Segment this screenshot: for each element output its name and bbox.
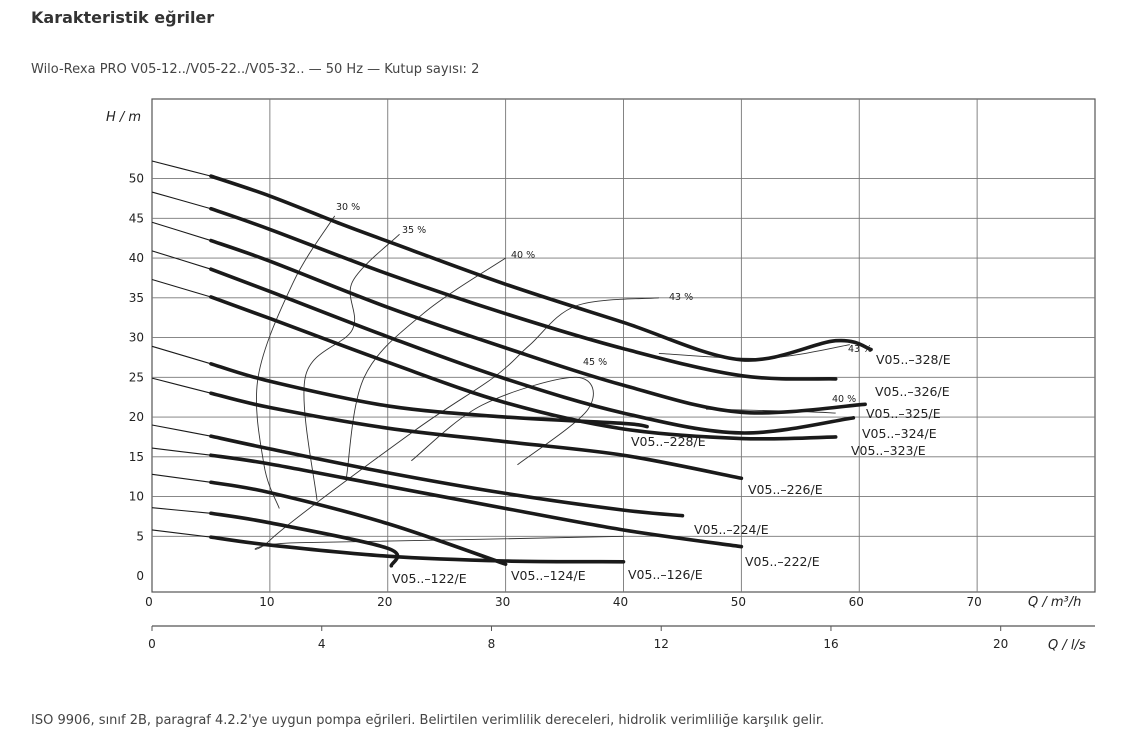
curve-label: V05..–323/E — [851, 443, 926, 458]
efficiency-line — [303, 233, 400, 501]
efficiency-label: 43 % — [848, 344, 872, 355]
y-tick-label: 25 — [129, 370, 144, 384]
page-title: Karakteristik eğriler — [31, 8, 215, 27]
curve-label: V05..–324/E — [862, 426, 937, 441]
efficiency-label: 40 % — [511, 250, 535, 261]
curve-thin-segment — [151, 345, 212, 365]
efficiency-line — [346, 257, 506, 477]
secondary-tick-label: 16 — [823, 637, 838, 651]
secondary-tick-label: 0 — [148, 637, 156, 651]
curve-9 — [209, 453, 744, 549]
curve-label: V05..–226/E — [748, 482, 823, 497]
x-tick-label: 30 — [495, 595, 510, 609]
secondary-tick-label: 12 — [654, 637, 669, 651]
efficiency-line — [411, 376, 594, 466]
y-tick-label: 15 — [129, 450, 144, 464]
curve-5 — [209, 295, 838, 441]
curve-thin-segment — [151, 250, 212, 270]
curve-thin-segment — [151, 160, 212, 177]
y-axis-label: H / m — [106, 110, 141, 125]
curve-thin-segment — [151, 377, 212, 394]
x-tick-label: 50 — [731, 595, 746, 609]
y-tick-label: 0 — [136, 569, 144, 583]
curve-1 — [209, 174, 873, 362]
curve-label: V05..–326/E — [875, 384, 950, 399]
page-subtitle: Wilo-Rexa PRO V05-12../V05-22../V05-32..… — [31, 62, 480, 77]
curve-thin-segment — [151, 424, 212, 437]
footnote: ISO 9906, sınıf 2B, paragraf 4.2.2'ye uy… — [31, 713, 825, 728]
efficiency-label: 45 % — [583, 357, 607, 368]
curve-3 — [209, 238, 867, 415]
curve-2 — [209, 206, 838, 381]
curve-thin-segment — [151, 473, 212, 483]
secondary-axis-label: Q / l/s — [1048, 638, 1086, 653]
efficiency-label: 30 % — [336, 202, 360, 213]
curve-label: V05..–122/E — [392, 571, 467, 586]
y-tick-label: 5 — [136, 529, 144, 543]
x-tick-label: 70 — [966, 595, 981, 609]
curve-4 — [209, 267, 856, 435]
curve-7 — [209, 391, 744, 481]
curve-label: V05..–222/E — [745, 554, 820, 569]
curve-6 — [209, 361, 649, 429]
curve-thin-segment — [151, 191, 212, 210]
x-tick-label: 10 — [259, 595, 274, 609]
x-tick-label: 40 — [613, 595, 628, 609]
secondary-tick-label: 4 — [318, 637, 326, 651]
curve-label: V05..–325/E — [866, 406, 941, 421]
y-tick-label: 20 — [129, 410, 144, 424]
y-tick-label: 10 — [129, 490, 144, 504]
x-tick-label: 0 — [145, 595, 153, 609]
y-tick-label: 40 — [129, 251, 144, 265]
x-tick-label: 60 — [849, 595, 864, 609]
curve-label: V05..–228/E — [631, 434, 706, 449]
x-tick-label: 20 — [377, 595, 392, 609]
efficiency-label: 40 % — [832, 394, 856, 405]
y-tick-label: 45 — [129, 211, 144, 225]
curve-12 — [209, 535, 626, 564]
curve-label: V05..–124/E — [511, 568, 586, 583]
curve-thin-segment — [151, 529, 212, 538]
curve-label: V05..–328/E — [876, 352, 951, 367]
efficiency-label: 43 % — [669, 292, 693, 303]
curve-label: V05..–126/E — [628, 567, 703, 582]
y-tick-label: 35 — [129, 291, 144, 305]
curve-11 — [209, 480, 508, 566]
y-tick-label: 50 — [129, 172, 144, 186]
curve-label: V05..–224/E — [694, 522, 769, 537]
curve-thin-segment — [151, 221, 212, 242]
curve-thin-segment — [151, 507, 211, 514]
secondary-tick-label: 20 — [993, 637, 1008, 651]
efficiency-label: 35 % — [402, 225, 426, 236]
y-tick-label: 30 — [129, 331, 144, 345]
curve-8 — [209, 434, 685, 518]
curve-thin-segment — [151, 278, 212, 298]
secondary-tick-label: 8 — [488, 637, 496, 651]
x-axis-label: Q / m³/h — [1028, 595, 1081, 610]
curve-thin-segment — [151, 447, 212, 456]
